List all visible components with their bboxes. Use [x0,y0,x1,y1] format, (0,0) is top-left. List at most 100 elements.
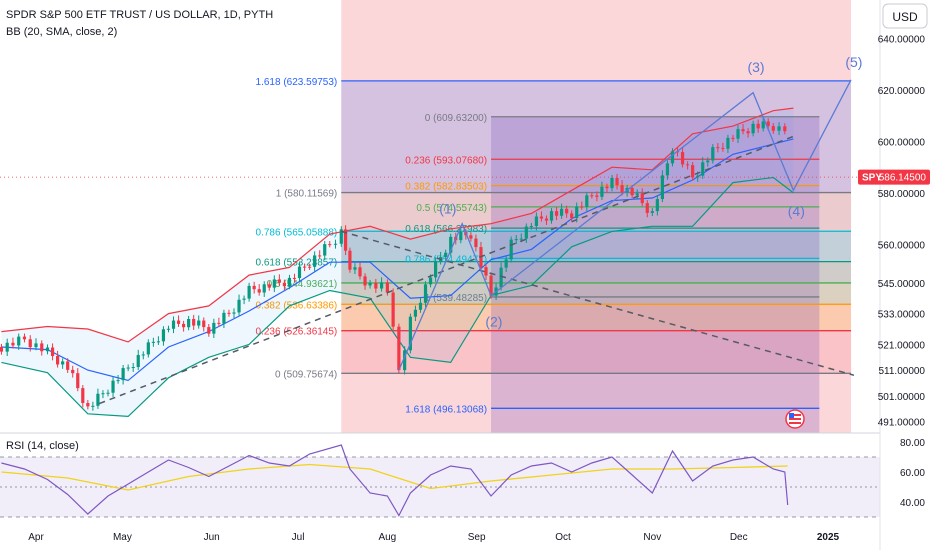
rsi-tick-label: 80.00 [900,438,925,449]
chart-title: SPDR S&P 500 ETF TRUST / US DOLLAR, 1D, … [6,9,273,21]
drawings[interactable]: (1) (2) (3) (4) (5) [0,54,880,405]
us-flag-icon[interactable] [785,409,805,429]
candle [746,128,750,138]
time-tick-label: Aug [378,532,396,543]
bollinger-bands [1,107,794,418]
candle [34,338,38,351]
currency-button[interactable]: USD [882,3,928,29]
fib-right-fill [491,116,820,433]
bb-lower-line [1,176,794,418]
candle [565,205,569,218]
candle [731,134,735,142]
candle [116,375,120,384]
indicator-legend: BB (20, SMA, close, 2) [6,26,117,38]
candle [474,234,478,252]
price-value: 586.14500 [879,173,927,184]
time-tick-label: Dec [730,532,748,543]
candle [560,203,564,219]
candle [40,340,44,356]
candle [660,170,664,203]
candle [71,365,75,378]
candle [11,337,15,349]
candle [28,335,32,352]
fib-left-label: 0.382 (536.63386) [256,300,338,311]
candle [0,343,4,355]
candle [333,239,338,249]
rsi-line [1,444,789,517]
candle [91,401,95,411]
candle [374,278,378,293]
candle [141,351,145,360]
candle [751,120,755,137]
candle [287,274,292,290]
candle [777,122,781,136]
candle [61,358,65,369]
candle [344,225,348,256]
candle [146,339,150,358]
candle [449,233,453,256]
candle [600,181,604,200]
time-tick-label: Jul [292,532,305,543]
price-tick-label: 521.00000 [878,340,926,351]
candle [504,256,508,272]
candle [514,235,518,244]
wave-label: (1) [439,200,456,216]
price-tick-label: 533.00000 [878,310,926,321]
rsi-tick-label: 60.00 [900,468,925,479]
candle [151,337,155,347]
fib-left-fill [341,330,852,374]
candle [686,161,690,170]
price-tick-label: 640.00000 [878,35,926,46]
elliott-wave-path [398,79,852,371]
candle [318,250,322,259]
price-tick-label: 560.00000 [878,240,926,251]
candle [469,232,473,242]
candle [192,314,196,330]
candle [640,188,644,207]
candle [237,294,241,316]
fib-right-label: 0 (609.63200) [425,113,487,124]
fib-left-label: 1 (580.11569) [276,189,338,200]
bb-basis-line [1,138,794,382]
highlight-zones [341,0,852,433]
candle [106,389,110,397]
candle [297,261,302,282]
trend-line-up [99,135,794,405]
candle [534,212,538,231]
candle [339,226,343,247]
candle [308,263,312,270]
time-axis[interactable]: Apr May Jun Jul Aug Sep Oct Nov Dec 2025 [28,532,839,543]
candle [17,333,21,350]
candle [45,344,50,355]
candle [711,144,715,164]
bb-fill [1,108,794,417]
time-tick-label: Oct [555,532,571,543]
candle [96,388,100,409]
candle [86,399,90,410]
time-tick-label: Apr [28,532,44,543]
candle [650,208,654,216]
wave-label: (5) [845,54,862,70]
price-axis[interactable]: 640.00000 620.00000 600.00000 580.00000 560.… [878,35,926,509]
candle [413,305,418,322]
fib-left-label: 0.236 (526.36145) [256,327,338,338]
candle [353,263,357,275]
candle [635,189,639,200]
candle [247,282,251,302]
wave-label: (4) [788,203,805,219]
time-tick-label: May [113,532,132,543]
candle [397,323,401,374]
price-tick-label: 545.00000 [878,279,926,290]
candle [212,318,216,339]
candle [605,183,609,193]
candle [358,262,362,280]
candle [101,390,105,399]
fib-right-label: 1.618 (496.13068) [405,404,487,415]
candle [126,364,130,372]
last-price-tag: SPY 586.14500 [858,169,930,185]
candle [544,215,549,225]
rsi-ma-line [1,463,788,491]
price-tick-label: 501.00000 [878,392,926,403]
